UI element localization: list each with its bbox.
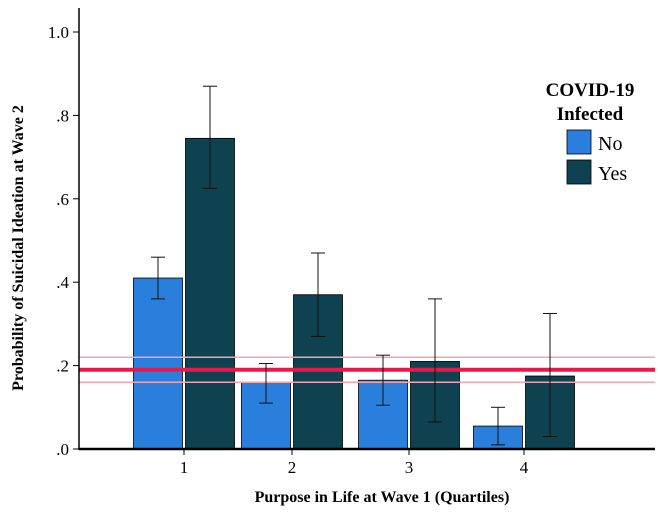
legend-label-no: No [598,133,622,155]
error-bars-layer [151,85,557,446]
x-tick-label: 2 [288,458,297,477]
x-axis-title: Purpose in Life at Wave 1 (Quartiles) [255,489,510,506]
reference-line-layer [79,356,655,384]
y-axis-title: Probability of Suicidal Ideation at Wave… [10,105,27,391]
legend-swatch-yes [566,159,592,185]
y-tick-label: 1.0 [48,23,69,42]
legend-title-line1: COVID-19 [546,80,635,101]
y-tick-label: .4 [56,273,69,292]
legend-label-yes: Yes [598,163,627,185]
legend-swatch-no [566,129,592,155]
legend-title-line2: Infected [557,104,624,125]
x-tick-label: 4 [520,458,529,477]
bar-no-q1 [133,277,183,450]
y-tick-label: .0 [56,440,69,459]
x-tick-label: 1 [180,458,189,477]
x-tick-label: 3 [405,458,414,477]
axes-layer: .0 .2 .4 .6 .8 1.0 1 2 3 4 [48,8,655,477]
bars-layer [133,137,575,450]
legend: COVID-19 Infected No Yes [546,80,635,185]
y-tick-label: .6 [56,190,69,209]
y-tick-label: .2 [56,357,69,376]
bar-yes-q1 [185,137,235,450]
y-tick-label: .8 [56,106,69,125]
